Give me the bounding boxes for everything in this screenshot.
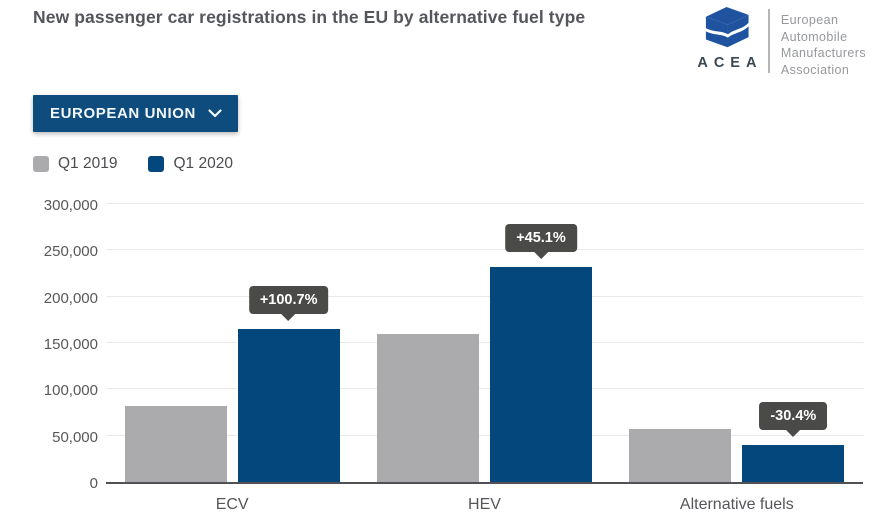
bar-q1-2020[interactable]: -30.4% [742, 402, 845, 482]
x-axis-label: HEV [468, 496, 501, 513]
acea-logo-icon [705, 6, 749, 48]
bar-chart: 0 50,000 100,000 150,000 200,000 250,000 300,0… [0, 197, 896, 518]
org-line: Association [780, 62, 850, 77]
x-axis-label: ECV [215, 496, 249, 513]
gridline [106, 295, 863, 297]
bar-q1-2020[interactable]: +45.1% [489, 224, 592, 482]
bar-group-ecv: +100.7% [106, 204, 358, 482]
acea-org-name: European Automobile Manufacturers Associ… [781, 6, 866, 78]
legend-item-q1-2019[interactable]: Q1 2019 [33, 155, 117, 173]
page-title: New passenger car registrations in the E… [33, 7, 586, 27]
legend-item-q1-2020[interactable]: Q1 2020 [148, 155, 233, 173]
legend-label: Q1 2020 [173, 155, 233, 172]
org-line: Automobile [780, 29, 848, 44]
bar-q1-2019[interactable] [629, 429, 732, 482]
bar-q1-2020[interactable]: +100.7% [237, 285, 340, 482]
change-tooltip: -30.4% [759, 402, 828, 438]
y-axis-labels: 0 50,000 100,000 150,000 200,000 250,000 300,0… [0, 197, 98, 492]
acea-logo-acronym: ACEA [697, 55, 763, 71]
plot-area: +100.7% +45.1% -30.4% [106, 203, 863, 484]
bar-q1-2019[interactable] [124, 406, 227, 482]
logo-divider [767, 9, 770, 73]
y-tick-label: 0 [89, 475, 98, 492]
legend-swatch [33, 156, 49, 172]
y-tick-label: 300,000 [43, 197, 98, 214]
region-dropdown-label: EUROPEAN UNION [50, 105, 196, 122]
acea-logo: ACEA European Automobile Manufacturers A… [696, 6, 866, 78]
gridline [106, 434, 863, 436]
legend-label: Q1 2019 [58, 155, 118, 172]
y-tick-label: 150,000 [43, 336, 98, 353]
bar-group-hev: +45.1% [358, 204, 610, 482]
y-tick-label: 250,000 [43, 243, 98, 261]
chevron-down-icon [208, 109, 222, 118]
y-tick-label: 200,000 [43, 289, 98, 307]
gridline [106, 249, 863, 251]
change-tooltip: +45.1% [505, 224, 577, 260]
chart-legend: Q1 2019 Q1 2020 [33, 155, 233, 173]
bar-q1-2019[interactable] [376, 334, 479, 482]
change-tooltip: +100.7% [248, 285, 329, 321]
gridline [106, 203, 863, 204]
gridline [106, 342, 863, 343]
region-dropdown[interactable]: EUROPEAN UNION [33, 95, 238, 132]
bar-group-alternative-fuels: -30.4% [611, 204, 863, 482]
gridline [106, 388, 863, 390]
org-line: European [780, 13, 839, 27]
y-tick-label: 50,000 [52, 428, 98, 446]
org-line: Manufacturers [780, 46, 866, 60]
x-axis-labels: ECV HEV Alternative fuels [106, 496, 863, 518]
acea-logo-left: ACEA [696, 6, 758, 71]
x-axis-label: Alternative fuels [679, 496, 794, 513]
y-tick-label: 100,000 [43, 382, 98, 400]
legend-swatch [148, 156, 165, 172]
